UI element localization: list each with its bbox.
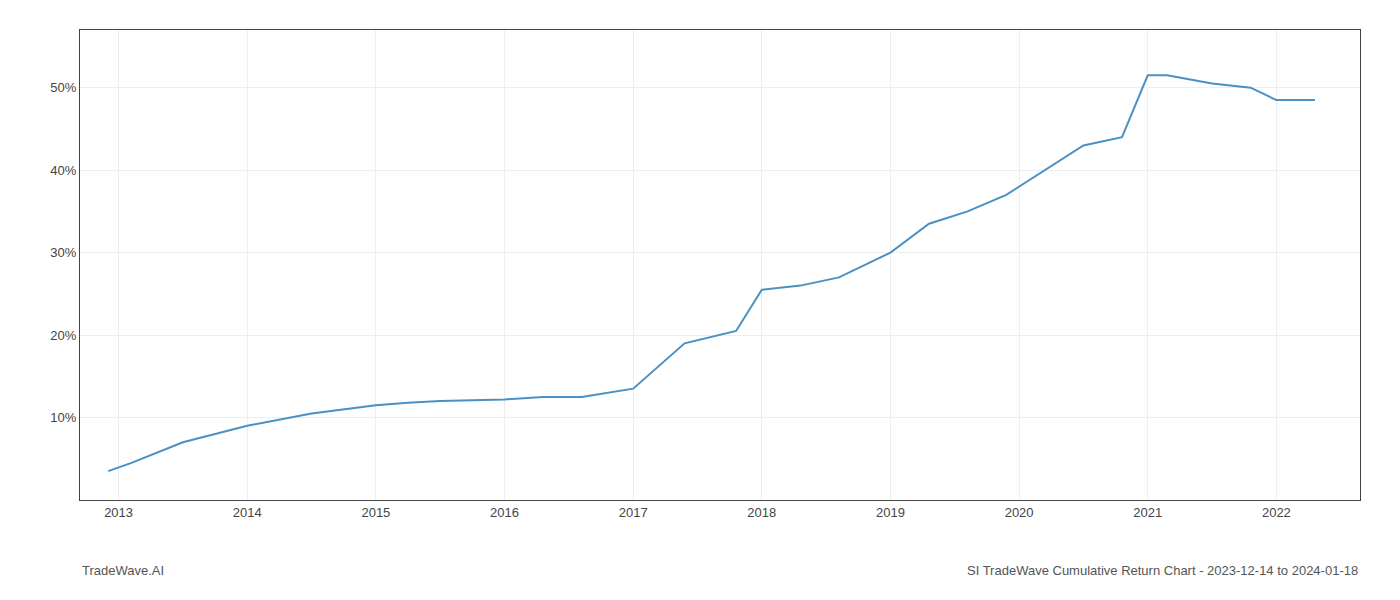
svg-text:2015: 2015 <box>361 505 390 520</box>
svg-text:20%: 20% <box>50 328 76 343</box>
svg-text:SI TradeWave Cumulative Return: SI TradeWave Cumulative Return Chart - 2… <box>967 563 1358 578</box>
svg-text:2014: 2014 <box>233 505 262 520</box>
svg-text:40%: 40% <box>50 163 76 178</box>
svg-text:2016: 2016 <box>490 505 519 520</box>
svg-text:2013: 2013 <box>104 505 133 520</box>
svg-text:2020: 2020 <box>1005 505 1034 520</box>
svg-text:2019: 2019 <box>876 505 905 520</box>
svg-text:2018: 2018 <box>747 505 776 520</box>
svg-text:10%: 10% <box>50 410 76 425</box>
svg-text:50%: 50% <box>50 80 76 95</box>
svg-text:2021: 2021 <box>1133 505 1162 520</box>
svg-text:2017: 2017 <box>619 505 648 520</box>
svg-text:30%: 30% <box>50 245 76 260</box>
svg-text:2022: 2022 <box>1262 505 1291 520</box>
svg-text:TradeWave.AI: TradeWave.AI <box>82 563 164 578</box>
